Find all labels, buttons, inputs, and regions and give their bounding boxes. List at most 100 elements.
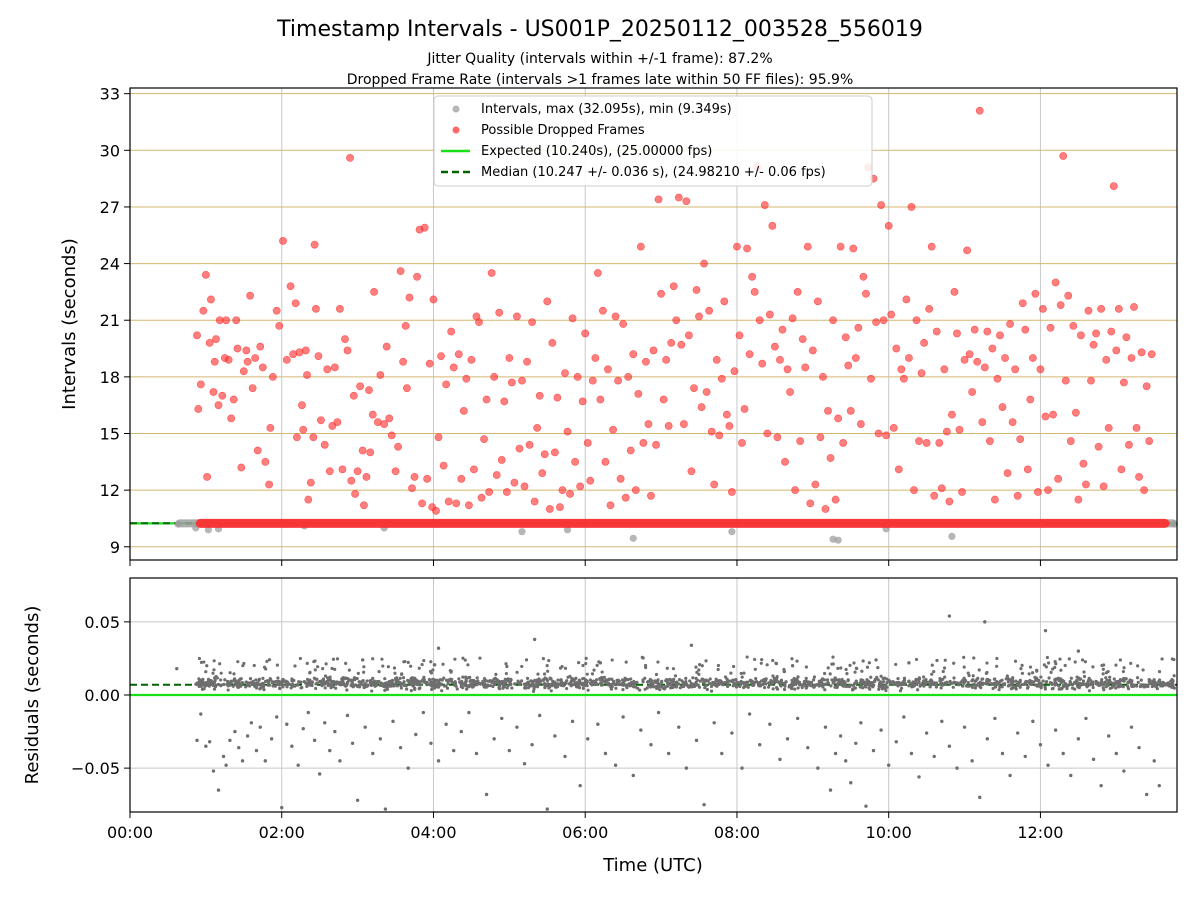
residual-band-point — [718, 679, 723, 683]
residual-band-point — [212, 687, 217, 691]
interval-point-9 — [728, 528, 736, 536]
residual-band-point — [602, 675, 606, 679]
dropped-frame-point-67 — [349, 391, 358, 400]
residual-band-point — [914, 679, 918, 684]
dropped-frame-point-35 — [272, 306, 281, 315]
residual-band-point — [302, 679, 306, 684]
dropped-frame-point-8 — [209, 388, 218, 396]
dropped-frame-point-244 — [793, 288, 802, 296]
dropped-frame-point-263 — [841, 333, 850, 342]
residual-band-point — [738, 680, 742, 685]
residual-band-point — [977, 668, 981, 672]
residual-point-48 — [459, 729, 463, 734]
dropped-frame-point-103 — [437, 352, 445, 360]
dropped-frame-point-267 — [851, 354, 860, 362]
residual-band-point — [765, 663, 769, 667]
residual-point-37 — [378, 737, 383, 741]
dropped-frame-point-97 — [423, 474, 432, 483]
residual-band-point — [961, 684, 965, 688]
intervals-ytick-label-0: 9 — [110, 538, 120, 557]
dropped-frame-point-5 — [203, 473, 212, 481]
residual-band-point — [298, 656, 302, 661]
residual-band-point — [938, 682, 943, 686]
residual-band-point — [682, 684, 686, 689]
residual-band-point — [1044, 680, 1048, 685]
residual-band-point — [398, 680, 402, 685]
dropped-frame-point-188 — [652, 440, 660, 449]
dropped-frame-point-264 — [844, 361, 853, 370]
residual-band-point — [922, 679, 926, 683]
residual-band-point — [1051, 667, 1055, 671]
residual-band-point — [758, 680, 762, 685]
dropped-frame-point-196 — [672, 316, 681, 325]
residual-point-84 — [768, 722, 772, 726]
residual-band-point — [1118, 658, 1122, 662]
residual-band-point — [371, 657, 375, 661]
residual-band-point — [839, 666, 843, 670]
dropped-frame-point-286 — [899, 374, 908, 383]
dropped-frame-point-56 — [323, 365, 332, 374]
residual-band-point — [942, 666, 947, 670]
residual-band-point — [1001, 682, 1005, 686]
dropped-frame-point-265 — [846, 406, 855, 415]
residual-band-point — [666, 684, 670, 688]
residual-band-point — [197, 656, 202, 661]
dropped-frame-point-133 — [513, 312, 521, 321]
residual-band-point — [1000, 678, 1004, 682]
residual-band-point — [673, 674, 678, 678]
residual-band-point — [1069, 676, 1073, 680]
dropped-frame-point-44 — [298, 401, 306, 410]
residual-band-point — [314, 686, 318, 691]
dropped-frame-point-179 — [629, 350, 638, 359]
residual-band-point — [588, 678, 592, 682]
dropped-frame-point-191 — [659, 395, 668, 404]
residual-band-point — [680, 679, 684, 683]
dropped-frame-point-177 — [624, 372, 633, 381]
residual-band-point — [421, 678, 425, 682]
residual-band-point — [237, 681, 241, 686]
residual-band-point — [400, 672, 404, 676]
xtick-label-5: 10:00 — [866, 823, 912, 842]
residual-band-point — [900, 686, 904, 690]
dropped-frame-point-384 — [1147, 350, 1156, 359]
dropped-frame-point-123 — [487, 269, 496, 277]
residual-point-146 — [790, 664, 795, 668]
residual-band-point — [262, 687, 266, 692]
residual-point-41 — [406, 766, 410, 770]
residual-band-point — [636, 686, 640, 690]
intervals-y-axis-label: Intervals (seconds) — [59, 238, 80, 410]
residual-band-point — [526, 686, 531, 690]
residual-band-point — [214, 674, 218, 679]
dropped-frame-point-355 — [1074, 495, 1083, 504]
residual-band-point — [836, 666, 840, 670]
residual-band-point — [254, 681, 258, 686]
dropped-frame-point-214 — [717, 374, 726, 383]
dropped-frame-point-197 — [674, 193, 683, 202]
residual-band-point — [546, 669, 550, 673]
residual-band-point — [545, 664, 549, 668]
residual-point-144 — [598, 661, 603, 665]
dropped-frame-point-210 — [707, 427, 716, 436]
xtick-label-6: 12:00 — [1017, 823, 1063, 842]
residual-band-point — [1049, 670, 1053, 674]
residual-band-point — [624, 683, 628, 688]
dropped-frame-point-271 — [862, 289, 870, 298]
dropped-frame-point-356 — [1076, 331, 1085, 340]
residual-band-point — [248, 677, 253, 681]
dropped-frame-point-91 — [408, 484, 416, 493]
dropped-frame-point-55 — [320, 440, 329, 449]
residual-band-point — [402, 680, 406, 684]
residual-band-point — [494, 672, 498, 676]
residual-band-point — [1006, 680, 1010, 684]
dropped-frame-point-291 — [912, 316, 921, 325]
dropped-frame-point-352 — [1066, 437, 1075, 445]
dropped-frame-point-174 — [616, 474, 625, 483]
dropped-frame-point-364 — [1097, 304, 1106, 313]
residual-band-point — [1088, 683, 1092, 687]
residual-band-point — [819, 682, 823, 686]
residual-band-point — [609, 687, 614, 691]
dropped-frame-point-29 — [256, 342, 265, 351]
dropped-frame-point-260 — [834, 414, 843, 423]
residual-band-point — [1104, 671, 1109, 675]
residual-band-point — [829, 684, 833, 688]
